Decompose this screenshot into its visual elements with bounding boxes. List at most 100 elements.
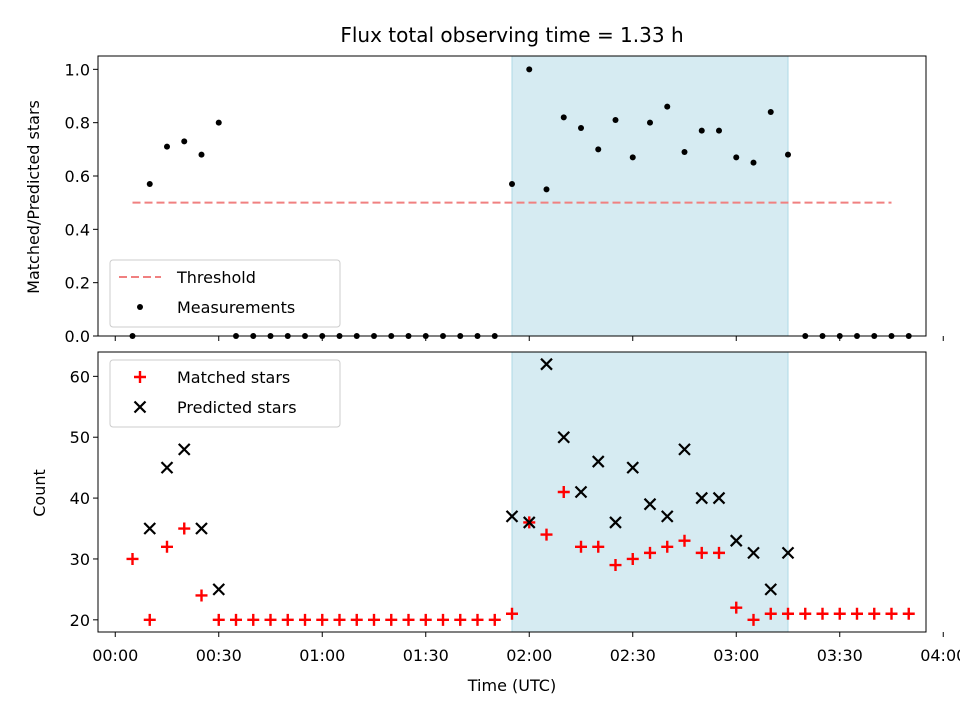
- matched-star-point: [264, 613, 277, 626]
- y-tick-label: 0.8: [65, 114, 90, 133]
- legend-box: [109, 259, 341, 328]
- matched-star-point: [281, 613, 294, 626]
- matched-star-point: [488, 613, 501, 626]
- measurement-point: [164, 143, 170, 150]
- measurement-point: [215, 119, 222, 126]
- matched-star-point: [350, 613, 363, 626]
- measurement-point: [733, 154, 740, 161]
- measurement-point: [750, 159, 757, 166]
- legend-predicted-swatch: [133, 400, 147, 414]
- predicted-star-point: [591, 455, 605, 468]
- predicted-star-point: [764, 583, 778, 596]
- matched-star-point: [178, 522, 191, 535]
- predicted-star-point: [609, 516, 622, 529]
- legend-label: Matched stars: [177, 368, 290, 387]
- matched-star-point: [143, 613, 156, 626]
- matched-star-point: [678, 534, 691, 547]
- matched-star-point: [799, 607, 812, 620]
- matched-star-point: [540, 528, 553, 541]
- matched-star-point: [161, 540, 173, 553]
- legend-label: Threshold: [176, 268, 256, 287]
- measurement-point: [509, 181, 515, 187]
- predicted-star-point: [212, 583, 226, 596]
- measurement-point: [543, 186, 550, 193]
- y-tick-label: 60: [70, 367, 90, 386]
- matched-star-point: [609, 559, 622, 572]
- predicted-star-point: [695, 491, 709, 505]
- predicted-star-point: [729, 534, 743, 547]
- matched-star-point: [212, 613, 225, 626]
- matched-star-point: [644, 546, 656, 559]
- matched-star-point: [195, 589, 208, 602]
- y-tick-label: 1.0: [65, 60, 90, 79]
- predicted-star-point: [626, 461, 640, 474]
- matched-star-point: [126, 552, 139, 565]
- matched-star-point: [316, 613, 329, 626]
- x-tick-label: 03:00: [713, 646, 759, 665]
- y-tick-label: 20: [70, 611, 90, 630]
- matched-star-point: [454, 613, 467, 626]
- x-tick-label: 02:00: [506, 646, 552, 665]
- measurement-point: [681, 149, 688, 155]
- predicted-star-point: [660, 510, 674, 523]
- matched-star-point: [385, 613, 398, 626]
- x-axis-label: Time (UTC): [467, 676, 556, 695]
- measurement-point: [578, 125, 584, 131]
- y-tick-label: 30: [70, 550, 90, 569]
- legend: Threshold Measurements: [109, 259, 341, 328]
- matched-star-point: [885, 607, 898, 620]
- predicted-star-point: [712, 491, 726, 505]
- chart-title: Flux total observing time = 1.33 h: [340, 23, 683, 47]
- plot-frame: [97, 55, 927, 337]
- predicted-star-point: [522, 516, 536, 529]
- measurement-point: [664, 103, 671, 110]
- y-tick-label: 50: [70, 428, 90, 447]
- matched-star-point: [626, 552, 639, 565]
- matched-star-point: [713, 546, 725, 559]
- observing-window-span: [511, 351, 789, 633]
- measurement-point: [698, 127, 705, 134]
- ratio-panel: 0.0 0.2 0.4 0.6 0.8 1.0 Threshold Measurements: [65, 55, 944, 346]
- predicted-star-point: [747, 546, 760, 560]
- predicted-star-point: [678, 443, 691, 456]
- measurement-point: [612, 117, 619, 123]
- matched-star-point: [471, 613, 484, 626]
- y-axis-label-count: Count: [30, 469, 49, 517]
- matched-star-point: [833, 607, 846, 620]
- matched-star-point: [557, 486, 570, 498]
- predicted-star-point: [540, 357, 553, 371]
- x-tick-label: 00:30: [196, 646, 242, 665]
- y-tick-label: 40: [70, 489, 90, 508]
- x-tick-label: 02:30: [610, 646, 656, 665]
- matched-star-point: [506, 607, 518, 620]
- matched-star-point: [437, 613, 449, 626]
- predicted-star-point: [643, 497, 657, 511]
- predicted-star-point: [143, 522, 157, 535]
- matched-star-point: [333, 613, 346, 626]
- matched-star-point: [575, 540, 587, 553]
- matched-star-point: [230, 613, 242, 626]
- y-tick-label: 0.0: [65, 327, 90, 346]
- matched-star-point: [782, 607, 794, 620]
- observing-window-span: [511, 55, 789, 337]
- y-tick-label: 0.4: [65, 220, 90, 239]
- legend-measurement-swatch: [137, 304, 143, 310]
- matched-star-point: [868, 607, 881, 620]
- matched-star-point: [661, 540, 674, 553]
- measurement-point: [647, 119, 653, 126]
- measurement-point: [629, 154, 636, 161]
- matched-star-point: [730, 601, 743, 614]
- legend-label: Measurements: [177, 298, 295, 317]
- predicted-star-point: [160, 461, 174, 474]
- matched-star-point: [902, 607, 915, 620]
- y-axis-label-ratio: Matched/Predicted stars: [24, 100, 43, 294]
- measurement-point: [198, 151, 205, 158]
- measurement-point: [595, 146, 602, 153]
- measurement-point: [716, 127, 722, 134]
- x-tick-label: 04:00: [920, 646, 960, 665]
- predicted-star-point: [195, 522, 208, 535]
- legend-box: [109, 359, 341, 428]
- measurement-point: [181, 138, 188, 145]
- count-panel: 20 30 40 50 60 00:00 00:30 01:00 01:30 02:00 02:30…: [70, 351, 960, 665]
